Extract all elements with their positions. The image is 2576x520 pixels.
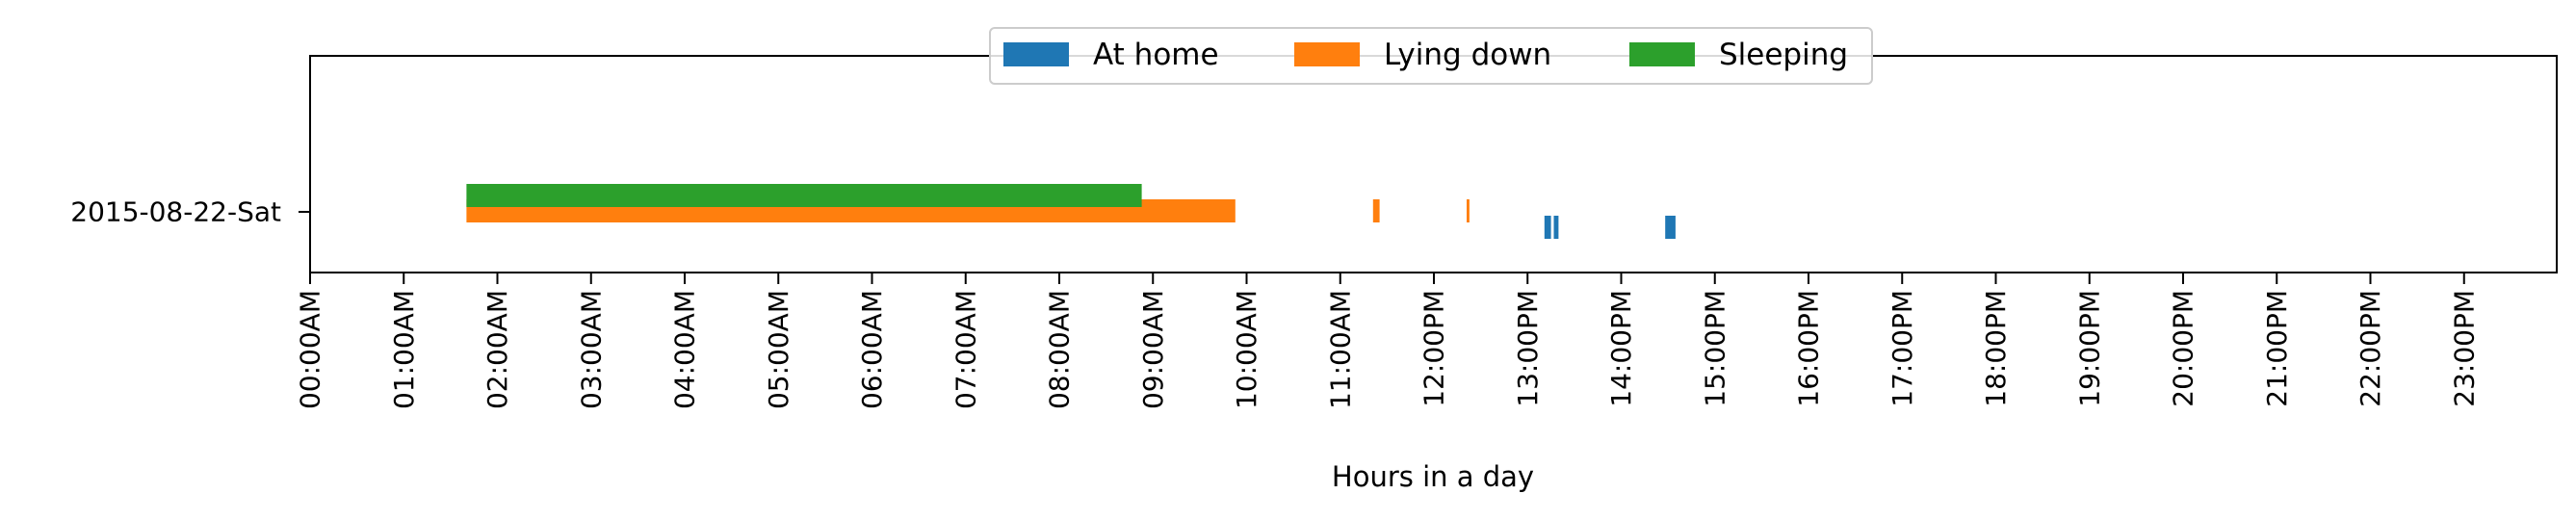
- x-tick-label: 22:00PM: [2355, 290, 2386, 407]
- bar-lying-down-2: [1467, 199, 1470, 222]
- plot-frame: [309, 55, 2558, 273]
- x-tick-label: 03:00AM: [575, 290, 607, 409]
- bar-at-home-2: [1665, 216, 1676, 239]
- x-tick-label: 09:00AM: [1137, 290, 1169, 409]
- x-tick-label: 10:00AM: [1231, 290, 1262, 409]
- x-tick-label: 13:00PM: [1512, 290, 1544, 407]
- legend-swatch-sleeping: [1629, 42, 1695, 66]
- x-tick-label: 07:00AM: [950, 290, 981, 409]
- x-tick-label: 21:00PM: [2261, 290, 2293, 407]
- x-axis: 00:00AM 01:00AM 02:00AM 03:00AM 04:00AM 05:00…: [295, 273, 2480, 409]
- bar-sleeping-0: [466, 184, 1142, 207]
- x-tick-label: 04:00AM: [669, 290, 701, 409]
- x-tick-label: 14:00PM: [1605, 290, 1637, 407]
- bars-layer: [466, 184, 1676, 239]
- x-tick-label: 02:00AM: [481, 290, 513, 409]
- legend-swatch-at-home: [1003, 42, 1069, 66]
- x-tick-label: 01:00AM: [388, 290, 420, 409]
- x-tick-label: 23:00PM: [2448, 290, 2480, 407]
- x-tick-label: 08:00AM: [1044, 290, 1076, 409]
- y-tick-label: 2015-08-22-Sat: [70, 196, 281, 228]
- legend-box: [989, 27, 1873, 85]
- x-tick-label: 18:00PM: [1980, 290, 2012, 407]
- x-tick-label: 11:00AM: [1324, 290, 1356, 409]
- x-tick-label: 15:00PM: [1699, 290, 1730, 407]
- x-tick-label: 12:00PM: [1418, 290, 1450, 407]
- x-tick-label: 19:00PM: [2073, 290, 2105, 407]
- x-tick-label: 20:00PM: [2168, 290, 2199, 407]
- bar-at-home-0: [1544, 216, 1551, 239]
- legend-label-sleeping: Sleeping: [1719, 38, 1848, 72]
- x-tick-label: 00:00AM: [295, 290, 326, 409]
- x-axis-label: Hours in a day: [1332, 460, 1534, 493]
- bar-at-home-1: [1553, 216, 1559, 239]
- y-axis: 2015-08-22-Sat: [70, 196, 310, 228]
- legend-swatch-lying-down: [1294, 42, 1360, 66]
- legend-label-at-home: At home: [1093, 38, 1219, 72]
- bar-lying-down-1: [1372, 199, 1380, 222]
- x-tick-label: 16:00PM: [1793, 290, 1825, 407]
- x-tick-label: 05:00AM: [763, 290, 794, 409]
- x-tick-label: 06:00AM: [856, 290, 888, 409]
- x-tick-label: 17:00PM: [1886, 290, 1918, 407]
- legend: At home Lying down Sleeping: [989, 27, 1873, 85]
- legend-label-lying-down: Lying down: [1384, 38, 1551, 72]
